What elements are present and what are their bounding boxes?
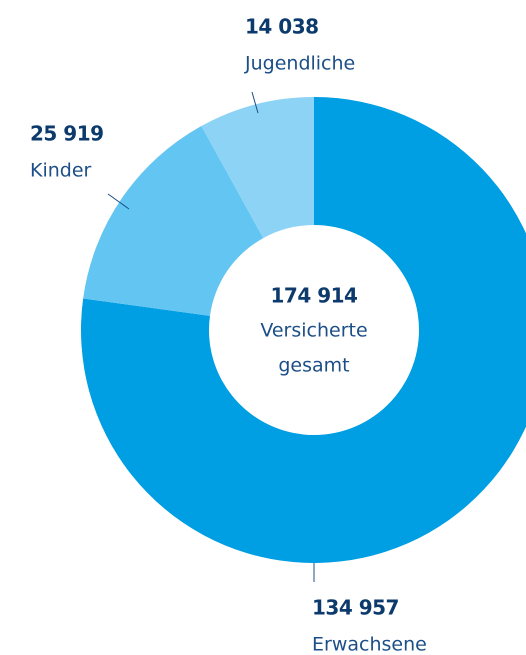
leader-line	[107, 193, 130, 210]
category-label: Kinder	[30, 160, 92, 182]
donut-segment	[81, 97, 526, 563]
value-label: 134 957	[312, 596, 399, 620]
center-text: Versicherte	[260, 320, 367, 342]
donut-segment	[201, 97, 314, 239]
donut-segment	[83, 126, 264, 316]
total-label: 174 914	[271, 284, 358, 308]
leader-line	[251, 91, 259, 114]
center-text: gesamt	[278, 355, 349, 377]
category-label: Jugendliche	[244, 53, 355, 75]
category-label: Erwachsene	[312, 634, 427, 655]
value-label: 14 038	[245, 15, 319, 39]
value-label: 25 919	[30, 122, 104, 146]
